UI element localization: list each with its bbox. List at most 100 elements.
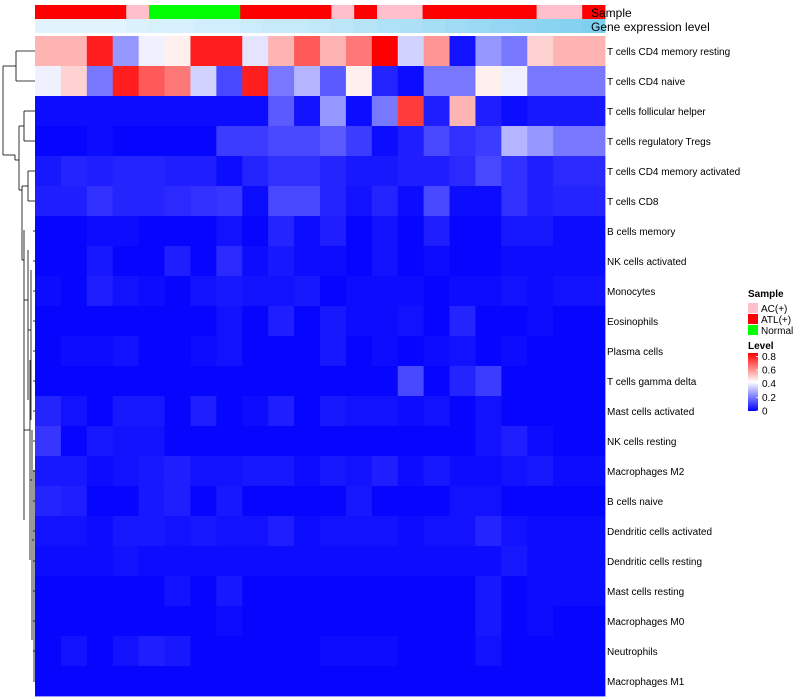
heatmap-cell [112, 306, 140, 337]
heatmap-cell [138, 606, 165, 637]
row-label: Macrophages M0 [607, 617, 685, 628]
heatmap-cell [397, 66, 425, 97]
heatmap-cell [60, 426, 88, 457]
heatmap-cell [423, 456, 450, 487]
heatmap-cell [423, 96, 450, 127]
heatmap-cell [164, 36, 191, 67]
heatmap-cell [294, 426, 321, 457]
sample-annotation-cell [194, 5, 218, 19]
heatmap-cell [397, 186, 425, 217]
heatmap-cell [138, 636, 165, 667]
heatmap-cell [423, 216, 450, 247]
heatmap-cell [423, 516, 450, 547]
heatmap-cell [138, 396, 165, 427]
heatmap-cell [294, 246, 321, 277]
heatmap-cell [190, 96, 217, 127]
heatmap-cell [294, 156, 321, 187]
heatmap-cell [553, 126, 580, 157]
heatmap-cell [35, 306, 62, 337]
heatmap-cell [294, 126, 321, 157]
heatmap-cell [397, 36, 425, 67]
heatmap-cells [35, 36, 606, 697]
heatmap-cell [60, 66, 88, 97]
row-label: Dendritic cells resting [607, 557, 702, 568]
heatmap-cell [138, 276, 165, 307]
heatmap-cell [242, 156, 269, 187]
heatmap-cell [86, 456, 114, 487]
heatmap-cell [190, 216, 217, 247]
heatmap-cell [475, 156, 502, 187]
heatmap-cell [371, 366, 399, 397]
heatmap-cell [553, 96, 580, 127]
heatmap-cell [35, 396, 62, 427]
expression-annotation-cell [80, 19, 104, 33]
heatmap-cell [397, 216, 425, 247]
row-label: T cells regulatory Tregs [607, 137, 711, 148]
sample-annotation-cell [57, 5, 81, 19]
heatmap-cell [371, 336, 399, 367]
heatmap-cell [320, 606, 347, 637]
sample-annotation-cell [149, 5, 173, 19]
heatmap-cell [190, 186, 217, 217]
heatmap-cell [345, 36, 373, 67]
heatmap-cell [423, 576, 450, 607]
heatmap-cell [579, 36, 606, 67]
heatmap-cell [423, 666, 450, 697]
heatmap-cell [501, 96, 528, 127]
heatmap-cell [35, 456, 62, 487]
heatmap-cell [112, 666, 140, 697]
heatmap-cell [553, 276, 580, 307]
heatmap-cell [112, 36, 140, 67]
expression-annotation-cell [263, 19, 287, 33]
heatmap-cell [579, 306, 606, 337]
level-legend: Level 0.8 0.6 0.4 0.2 0 [748, 341, 776, 418]
heatmap-cell [190, 486, 217, 517]
heatmap-cell [268, 276, 295, 307]
expression-annotation-cell [513, 19, 537, 33]
heatmap-cell [294, 396, 321, 427]
heatmap-cell [553, 366, 580, 397]
heatmap-cell [449, 606, 476, 637]
heatmap-cell [216, 546, 243, 577]
heatmap-cell [86, 276, 114, 307]
heatmap-cell [371, 216, 399, 247]
heatmap-cell [579, 426, 606, 457]
heatmap-cell [423, 396, 450, 427]
expression-annotation-cell [57, 19, 81, 33]
heatmap-cell [138, 486, 165, 517]
legend-label-ac: AC(+) [761, 304, 787, 315]
sample-annotation-cell [468, 5, 492, 19]
heatmap-cell [294, 276, 321, 307]
heatmap-cell [86, 306, 114, 337]
heatmap-cell [112, 456, 140, 487]
heatmap-cell [371, 126, 399, 157]
heatmap-cell [164, 636, 191, 667]
heatmap-cell [242, 66, 269, 97]
heatmap-cell [216, 666, 243, 697]
heatmap-cell [579, 276, 606, 307]
heatmap-cell [527, 516, 554, 547]
row-label: Plasma cells [607, 347, 663, 358]
sample-annotation-cell [171, 5, 195, 19]
heatmap-cell [449, 636, 476, 667]
sample-legend-title: Sample [748, 289, 784, 300]
expression-annotation-cell [35, 19, 59, 33]
heatmap-cell [242, 126, 269, 157]
heatmap-cell [345, 456, 373, 487]
heatmap-cell [423, 546, 450, 577]
heatmap-cell [242, 96, 269, 127]
heatmap-cell [475, 36, 502, 67]
legend-swatch-normal [748, 325, 758, 335]
heatmap-cell [501, 306, 528, 337]
heatmap-cell [320, 576, 347, 607]
level-legend-tick-label: 0.8 [762, 352, 776, 363]
heatmap-cell [449, 516, 476, 547]
heatmap-cell [164, 186, 191, 217]
heatmap-cell [164, 426, 191, 457]
heatmap-cell [112, 516, 140, 547]
expression-annotation-cell [377, 19, 401, 33]
heatmap-cell [268, 426, 295, 457]
heatmap-cell [138, 366, 165, 397]
heatmap-cell [138, 36, 165, 67]
heatmap-cell [216, 216, 243, 247]
